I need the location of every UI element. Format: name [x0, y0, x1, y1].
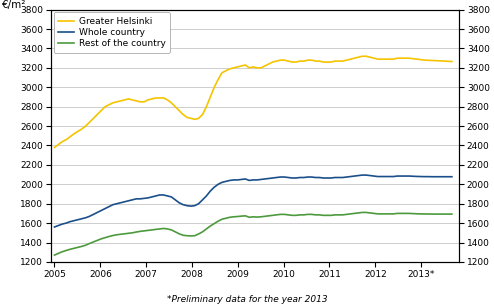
Greater Helsinki: [161, 96, 166, 100]
Greater Helsinki: [51, 146, 57, 149]
Rest of the country: [282, 212, 288, 216]
Whole country: [425, 175, 431, 178]
Whole country: [282, 175, 288, 179]
Whole country: [359, 173, 365, 177]
Line: Greater Helsinki: Greater Helsinki: [54, 56, 452, 147]
Legend: Greater Helsinki, Whole country, Rest of the country: Greater Helsinki, Whole country, Rest of…: [53, 12, 170, 53]
Greater Helsinki: [449, 60, 455, 64]
Text: *Preliminary data for the year 2013: *Preliminary data for the year 2013: [166, 295, 328, 304]
Whole country: [406, 174, 412, 178]
Whole country: [449, 175, 455, 178]
Greater Helsinki: [425, 58, 431, 62]
Line: Whole country: Whole country: [54, 175, 452, 227]
Rest of the country: [414, 212, 420, 216]
Y-axis label: €/m²: €/m²: [2, 0, 26, 10]
Whole country: [418, 175, 424, 178]
Greater Helsinki: [359, 54, 365, 58]
Whole country: [51, 225, 57, 229]
Greater Helsinki: [418, 58, 424, 61]
Rest of the country: [449, 212, 455, 216]
Greater Helsinki: [406, 56, 412, 60]
Rest of the country: [406, 212, 412, 215]
Whole country: [161, 193, 166, 197]
Rest of the country: [161, 226, 166, 230]
Rest of the country: [359, 211, 365, 214]
Whole country: [414, 174, 420, 178]
Line: Rest of the country: Rest of the country: [54, 212, 452, 255]
Rest of the country: [418, 212, 424, 216]
Greater Helsinki: [414, 57, 420, 61]
Greater Helsinki: [282, 58, 288, 62]
Rest of the country: [51, 253, 57, 257]
Rest of the country: [425, 212, 431, 216]
